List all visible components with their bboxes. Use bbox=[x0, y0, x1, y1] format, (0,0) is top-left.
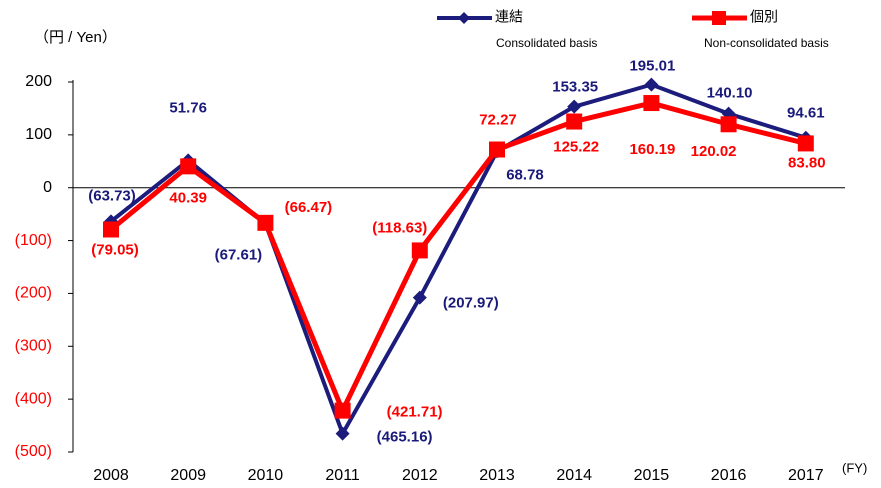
x-tick-label: 2008 bbox=[93, 467, 129, 484]
marker bbox=[797, 135, 814, 152]
x-tick-label: 2017 bbox=[788, 467, 824, 484]
data-label: 72.27 bbox=[479, 111, 517, 128]
marker bbox=[180, 158, 197, 175]
legend-sublabel: Consolidated basis bbox=[496, 36, 597, 50]
legend-marker bbox=[712, 11, 726, 25]
unit-label: （円 / Yen） bbox=[34, 29, 117, 46]
x-axis-label: (FY) bbox=[842, 460, 867, 475]
marker bbox=[566, 113, 583, 130]
data-label: (465.16) bbox=[377, 429, 433, 446]
marker bbox=[257, 214, 274, 231]
marker bbox=[643, 95, 660, 112]
x-tick-label: 2010 bbox=[248, 467, 284, 484]
y-tick-label: (500) bbox=[15, 443, 52, 460]
marker bbox=[720, 116, 737, 133]
data-label: 125.22 bbox=[553, 138, 599, 155]
x-tick-label: 2011 bbox=[325, 467, 360, 484]
data-label: 120.02 bbox=[691, 143, 737, 160]
legend-sublabel: Non-consolidated basis bbox=[704, 36, 829, 50]
y-tick-label: (300) bbox=[15, 338, 52, 355]
legend-marker bbox=[458, 12, 470, 24]
y-tick-label: (200) bbox=[15, 285, 52, 302]
legend-label: 連結 bbox=[495, 9, 523, 25]
data-label: 160.19 bbox=[629, 141, 675, 158]
y-tick-label: (100) bbox=[15, 232, 52, 249]
marker bbox=[103, 221, 119, 238]
x-tick-label: 2016 bbox=[711, 467, 747, 484]
marker bbox=[335, 426, 350, 441]
data-label: 68.78 bbox=[506, 166, 544, 183]
marker bbox=[489, 141, 505, 158]
y-tick-label: 200 bbox=[25, 73, 52, 90]
x-tick-label: 2015 bbox=[634, 467, 670, 484]
data-label: (63.73) bbox=[88, 187, 136, 204]
legend-label: 個別 bbox=[750, 9, 778, 25]
x-tick-label: 2012 bbox=[402, 467, 438, 484]
data-label: 94.61 bbox=[787, 105, 825, 122]
data-label: (79.05) bbox=[91, 241, 139, 258]
marker bbox=[567, 99, 582, 114]
marker bbox=[411, 242, 428, 259]
data-label: (207.97) bbox=[443, 295, 499, 312]
marker bbox=[334, 402, 351, 419]
y-tick-label: 0 bbox=[43, 179, 52, 196]
data-label: 195.01 bbox=[629, 58, 675, 75]
data-label: (421.71) bbox=[387, 404, 443, 421]
marker bbox=[412, 290, 427, 305]
data-label: 40.39 bbox=[169, 189, 207, 206]
data-label: 51.76 bbox=[169, 99, 207, 116]
data-label: (118.63) bbox=[372, 219, 427, 236]
series-line bbox=[109, 100, 807, 414]
data-label: (67.61) bbox=[215, 246, 263, 263]
data-label: (66.47) bbox=[285, 199, 333, 216]
x-tick-label: 2014 bbox=[556, 467, 592, 484]
x-tick-label: 2009 bbox=[170, 467, 206, 484]
marker bbox=[644, 77, 659, 92]
data-label: 83.80 bbox=[788, 154, 826, 171]
y-tick-label: 100 bbox=[25, 126, 52, 143]
data-label: 153.35 bbox=[552, 79, 598, 96]
data-label: 140.10 bbox=[707, 85, 753, 102]
x-tick-label: 2013 bbox=[479, 467, 515, 484]
y-tick-label: (400) bbox=[15, 390, 52, 407]
